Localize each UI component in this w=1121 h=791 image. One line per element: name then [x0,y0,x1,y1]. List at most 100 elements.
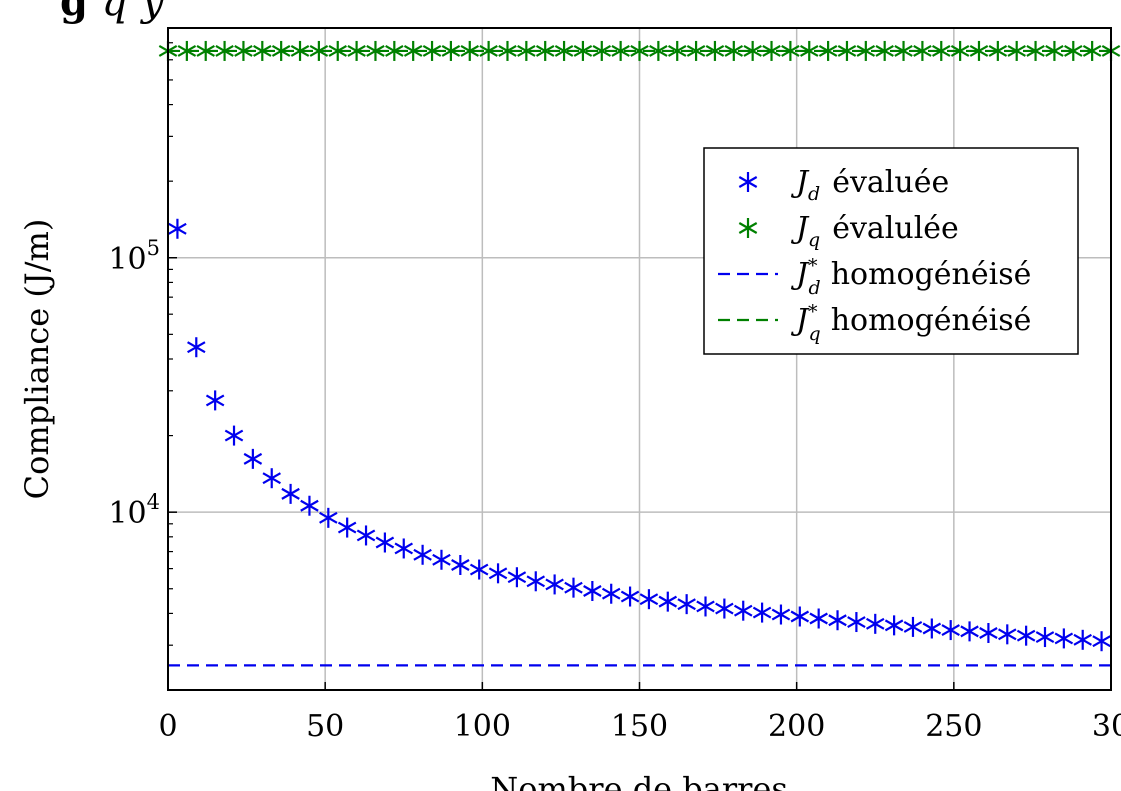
series-0-point [394,538,413,559]
series-0-point [941,620,960,641]
x-tick-label: 50 [306,709,344,744]
x-axis-label: Nombre de barres [490,770,788,791]
series-1-point [969,40,989,61]
legend-swatch-marker [738,218,758,238]
series-0-point [771,604,791,625]
series-0-point [752,602,772,623]
grid [168,28,1111,690]
series-1-point [498,40,517,61]
series-0-point [639,589,659,610]
series-1-point [253,40,272,61]
series-0-point [828,610,847,631]
title-fragment-italic: q [101,0,128,25]
x-tick-label: 200 [768,709,825,744]
series-0-point [526,571,546,592]
series-0-point [583,580,602,601]
series-0-point [488,563,508,584]
series-0-point [187,337,206,358]
series-1-point [743,40,762,61]
series-0-point [375,532,395,553]
series-0-point [319,507,338,528]
series-1-point [630,40,649,61]
series-0-point [1016,625,1036,646]
series-0-point [337,517,357,538]
series-1-point [781,40,800,61]
series-1-point [573,40,593,61]
series-1-point [1007,40,1026,61]
series-1-point [1064,40,1083,61]
series-1-point [950,40,970,61]
series-0-point [356,525,376,546]
series-1-point [403,40,423,61]
y-tick-label: 105 [108,236,160,277]
title-fragment: g q y [60,0,164,25]
x-tick-label: 100 [454,709,511,744]
series-0-point [998,624,1017,645]
series-1-point [554,40,574,61]
x-tick-label: 30 [1092,709,1121,744]
series-0-point [696,596,715,617]
series-0-point [790,606,810,627]
series-1-point [1045,40,1064,61]
series-1-point [479,40,498,61]
series-1-point [1082,40,1102,61]
series-0-point [979,623,998,644]
legend-entry-label: J* q homogénéisé [790,301,1031,345]
y-tick-label: 104 [108,490,160,531]
title-fragment-italic2: y [141,0,165,25]
series-1-point [215,40,234,61]
series-0-point [677,594,696,615]
series-0-point [884,615,904,636]
series-0-point [809,608,828,629]
series-0-point [1054,628,1074,649]
series-0-point [601,583,621,604]
ticks: 0 50 100 150 200 250 30 104 105 [108,27,1121,744]
x-tick-label: 150 [611,709,668,744]
series-0-point [903,616,923,637]
series-0-point [168,218,187,239]
series-1-point [309,40,329,61]
series-0-point [620,586,640,607]
series-1-point [177,40,197,61]
series-1-point [913,40,932,61]
series-1-point [705,40,725,61]
series-0-point [866,613,885,634]
series-1-point [460,40,480,61]
series-0-point [1073,629,1092,650]
series-1-point [875,40,894,61]
series-1-point [290,40,310,61]
series-1-point [686,40,706,61]
series-1-point [856,40,876,61]
series-0-point [262,468,281,489]
x-tick-label: 0 [158,709,177,744]
y-axis-label: Compliance (J/m) [18,219,56,500]
series-0-point [960,621,979,642]
series-1-point [271,40,291,61]
series-0-point [507,567,527,588]
series-0-point [243,448,263,469]
series-1-point [762,40,781,61]
series-1-point [234,40,253,61]
series-0-point [847,612,866,633]
series-1-point [422,40,442,61]
series-1-point [818,40,838,61]
series-1-point [517,40,536,61]
series-1-point [894,40,913,61]
series-0-point [733,600,753,621]
series-1-point [799,40,819,61]
series-1-point [366,40,385,61]
series-1-point [932,40,951,61]
series-1-point [328,40,347,61]
series-0-point [451,554,470,575]
series-1-point [667,40,687,61]
series-1-point [196,40,215,61]
series-1-point [988,40,1008,61]
series-layer [158,40,1121,667]
series-0-point [413,544,432,565]
series-1-point [837,40,857,61]
legend-swatch-marker [738,172,758,192]
series-0-point [469,559,489,580]
series-0-point [432,549,451,570]
